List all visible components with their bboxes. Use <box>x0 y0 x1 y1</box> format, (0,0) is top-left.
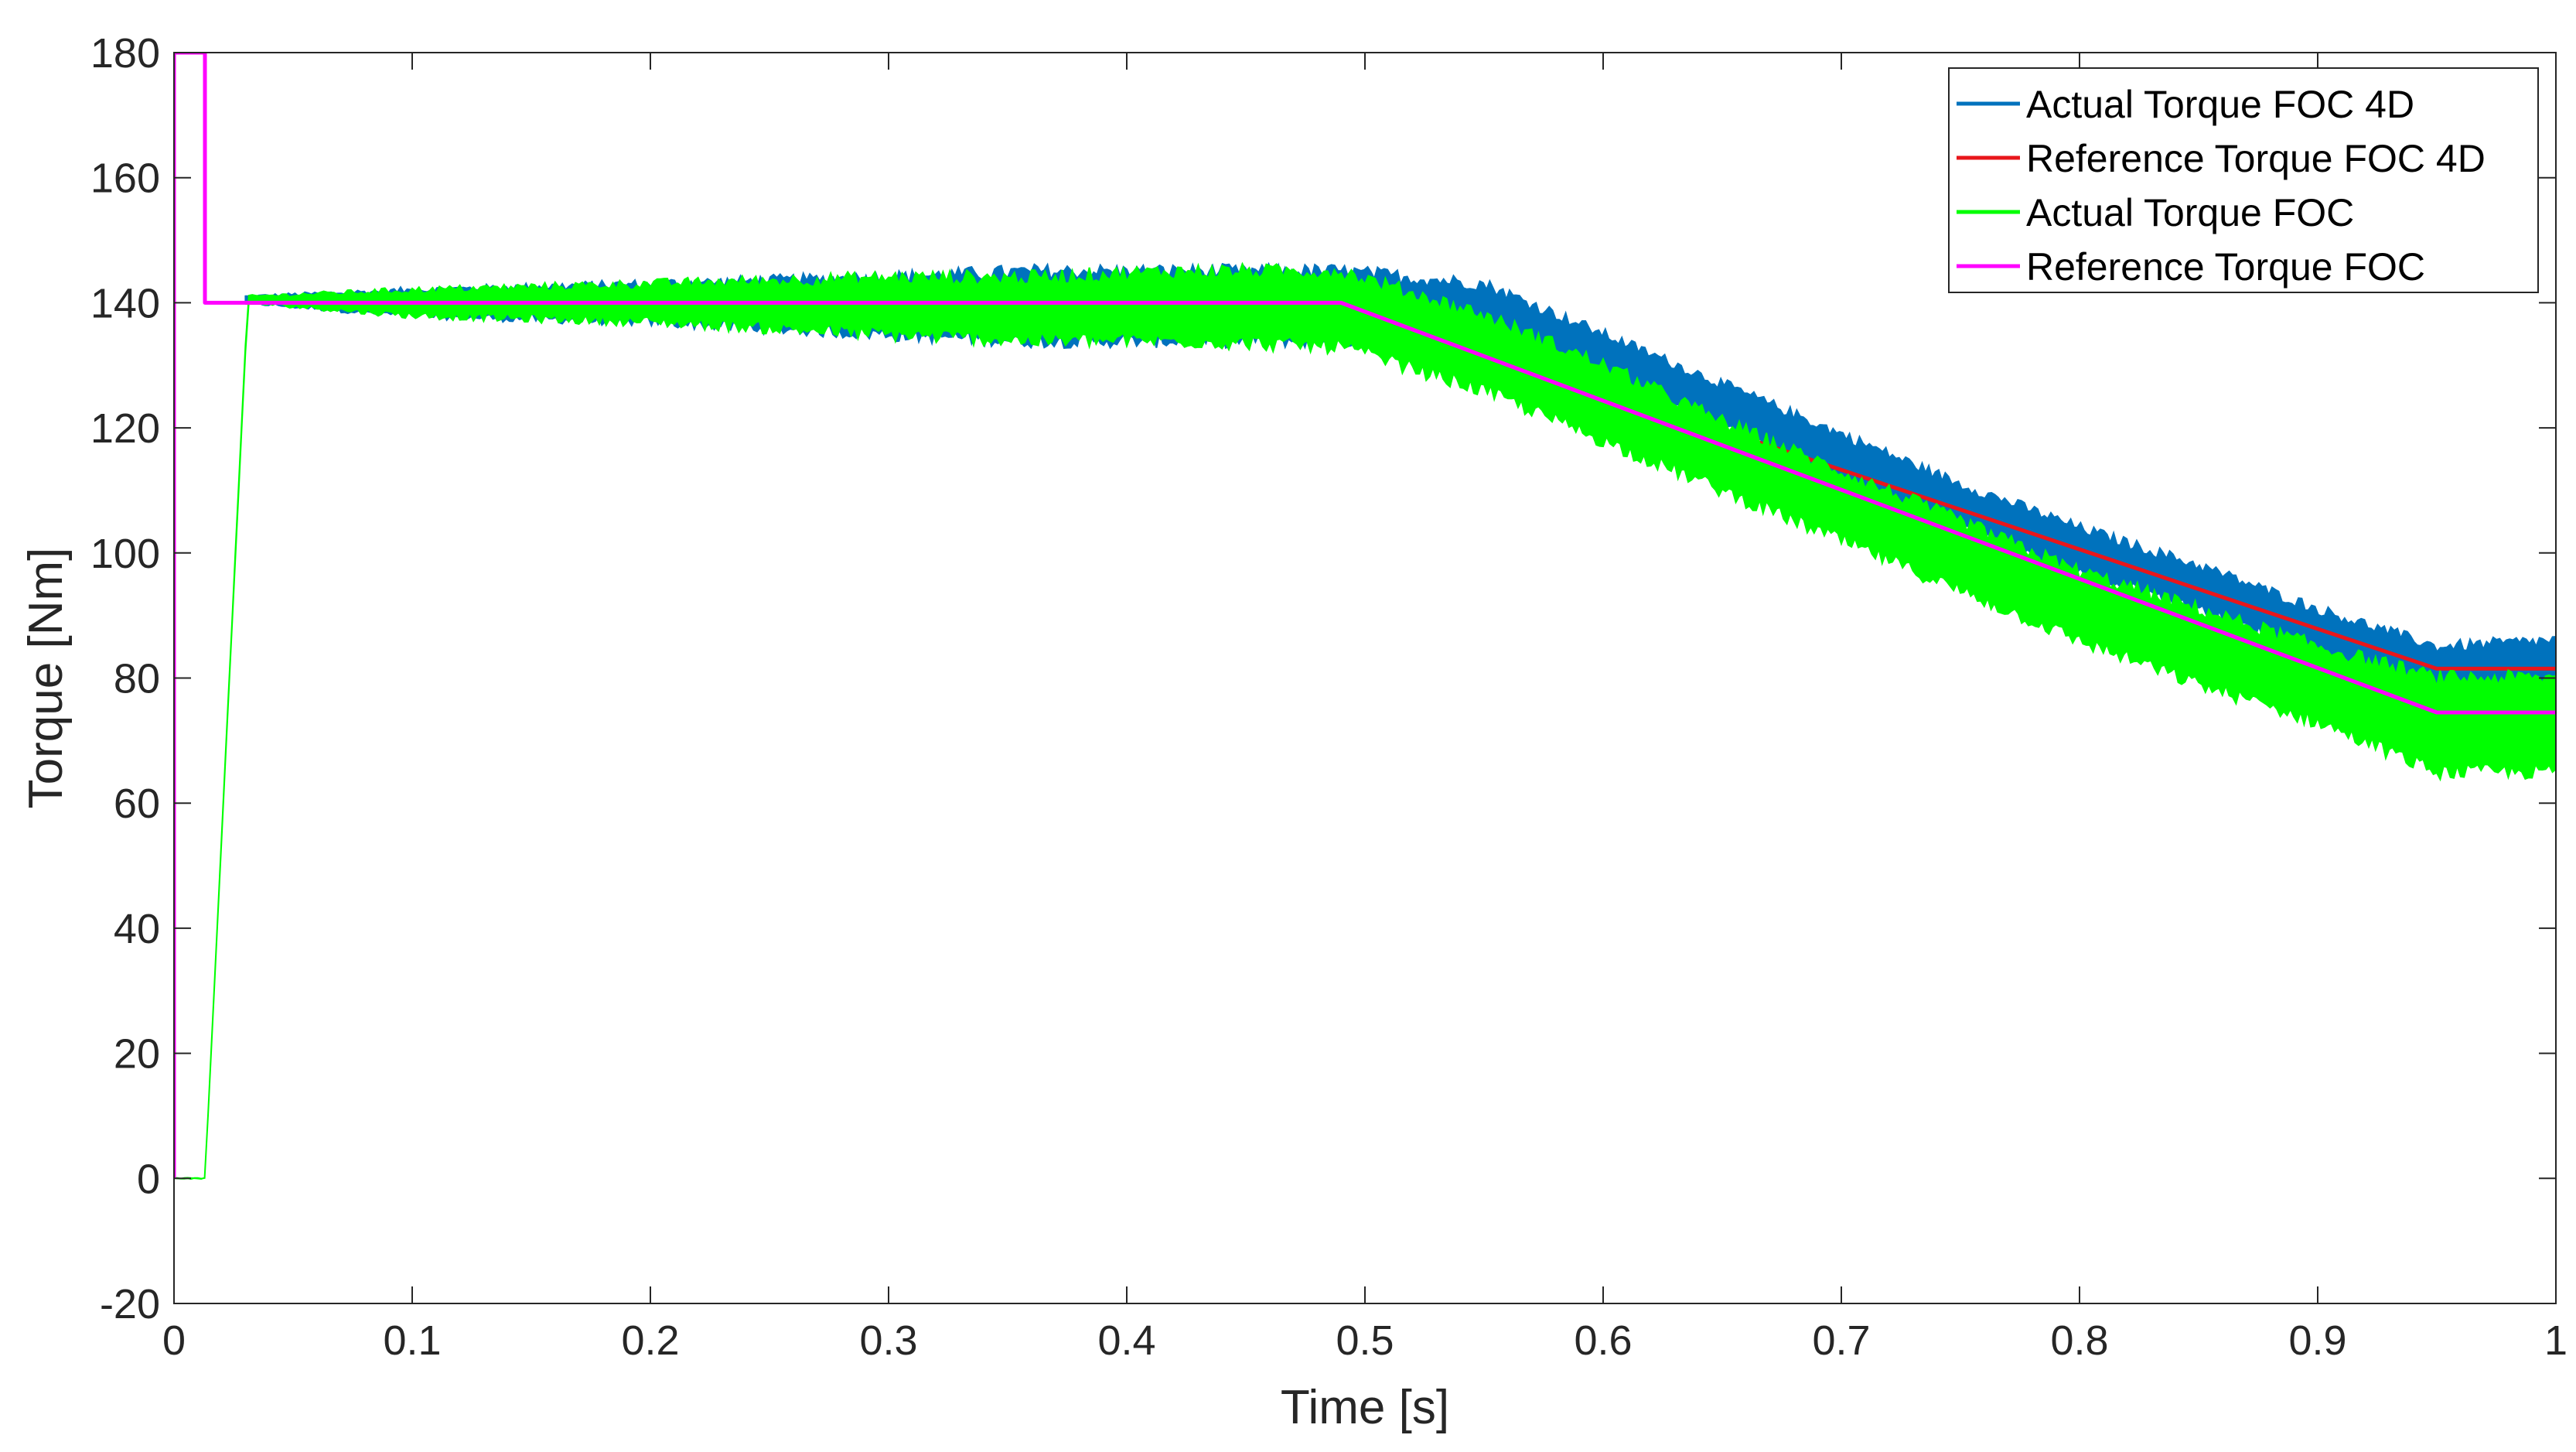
y-tick-label: 40 <box>114 906 160 952</box>
y-tick-label: 20 <box>114 1031 160 1078</box>
legend: Actual Torque FOC 4D Reference Torque FOC… <box>1948 67 2539 293</box>
x-tick-label: 0.9 <box>2288 1317 2346 1364</box>
x-tick-label: 0 <box>162 1317 186 1364</box>
y-tick-label: 0 <box>137 1156 160 1202</box>
x-tick-label: 0.8 <box>2050 1317 2108 1364</box>
legend-box <box>1948 67 2539 293</box>
y-tick-label: 140 <box>90 280 160 326</box>
series-band-2 <box>174 261 2556 1180</box>
x-axis-label: Time [s] <box>1281 1381 1449 1434</box>
x-tick-label: 0.7 <box>1812 1317 1870 1364</box>
y-tick-label: 180 <box>90 30 160 77</box>
axes: 0 0.1 0.2 0.3 0.4 0.5 0.6 0.7 0.8 0.9 1-2002040608… <box>90 30 2567 1364</box>
legend-label-3: Reference Torque FOC <box>2026 245 2425 289</box>
x-tick-label: 0.2 <box>621 1317 679 1364</box>
legend-label-1: Reference Torque FOC 4D <box>2026 137 2486 180</box>
x-tick-label: 1 <box>2544 1317 2567 1364</box>
y-tick-label: 60 <box>114 781 160 827</box>
plot-area <box>174 53 2556 1180</box>
series-line-3 <box>174 53 2556 1179</box>
legend-label-0: Actual Torque FOC 4D <box>2026 83 2414 126</box>
y-axis-label: Torque [Nm] <box>19 548 73 809</box>
x-tick-label: 0.4 <box>1097 1317 1155 1364</box>
series-group <box>174 53 2556 1180</box>
y-tick-label: 100 <box>90 531 160 577</box>
y-tick-label: 120 <box>90 405 160 452</box>
legend-label-2: Actual Torque FOC <box>2026 191 2354 234</box>
y-tick-label: 160 <box>90 155 160 202</box>
y-tick-label: -20 <box>100 1281 160 1327</box>
x-tick-label: 0.1 <box>383 1317 441 1364</box>
y-tick-label: 80 <box>114 656 160 702</box>
x-tick-label: 0.3 <box>859 1317 917 1364</box>
x-tick-label: 0.5 <box>1336 1317 1394 1364</box>
x-tick-label: 0.6 <box>1574 1317 1632 1364</box>
